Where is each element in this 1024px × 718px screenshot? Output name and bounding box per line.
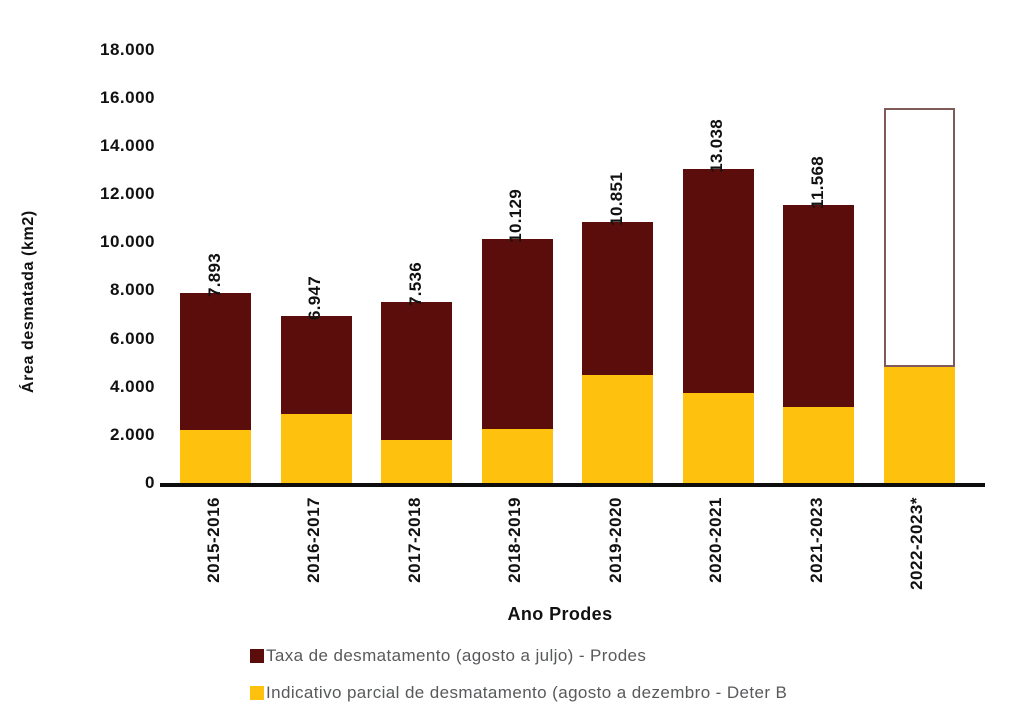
bar-value-label: 7.536 <box>405 261 425 306</box>
x-tick-label: 2018-2019 <box>505 497 524 583</box>
x-tick-label: 2020-2021 <box>706 497 725 583</box>
y-tick-label: 14.000 <box>100 136 155 156</box>
bar-segment-prodes <box>783 204 854 408</box>
legend-label-prodes: Taxa de desmatamento (agosto a juljo) - … <box>266 646 647 665</box>
bar-segment-prodes <box>280 315 352 415</box>
bar-segment-deter <box>381 439 452 483</box>
bar-value-label: 10.129 <box>506 189 525 244</box>
legend: Taxa de desmatamento (agosto a juljo) - … <box>250 646 787 718</box>
y-tick-label: 2.000 <box>109 424 155 444</box>
bar-segment-deter <box>883 367 955 483</box>
y-tick-label: 10.000 <box>100 232 155 252</box>
y-tick-label: 12.000 <box>100 184 155 204</box>
y-tick-label: 16.000 <box>100 87 155 107</box>
legend-label-deter: Indicativo parcial de desmatamento (agos… <box>266 683 788 702</box>
bar-value-label: 11.568 <box>807 155 827 209</box>
bar-segment-prodes <box>682 169 754 393</box>
legend-swatch-prodes-icon <box>250 649 264 663</box>
bar-value-label: 10.851 <box>606 172 626 226</box>
x-tick-label: 2022-2023* <box>907 497 926 590</box>
bar-value-label: 7.893 <box>204 252 224 298</box>
y-tick-label: 8.000 <box>109 280 155 300</box>
x-tick-label: 2017-2018 <box>404 497 424 583</box>
y-axis-title: Área desmatada (km2) <box>20 210 37 394</box>
legend-item-deter: Indicativo parcial de desmatamento (agos… <box>250 683 787 703</box>
y-tick-label: 18.000 <box>100 39 155 59</box>
bar-segment-deter <box>481 428 553 483</box>
bar-segment-deter <box>582 374 653 483</box>
y-tick-label: 0 <box>145 473 155 492</box>
bar-segment-prodes <box>381 301 452 440</box>
x-tick-label: 2019-2020 <box>605 497 625 583</box>
bar-segment-deter <box>783 407 854 483</box>
y-tick-label: 6.000 <box>109 328 155 348</box>
x-tick-label: 2021-2023 <box>806 497 826 583</box>
bar-segment-prodes <box>180 293 251 431</box>
bar-segment-deter <box>682 392 754 483</box>
bar-segment-prodes <box>481 239 553 429</box>
bar-value-label: 13.038 <box>707 119 726 174</box>
bar-segment-deter <box>280 414 352 483</box>
bar-outline-projection <box>883 107 955 368</box>
bar-segment-prodes <box>582 221 653 375</box>
bar-segment-deter <box>180 430 251 483</box>
legend-swatch-deter-icon <box>250 686 264 700</box>
legend-item-prodes: Taxa de desmatamento (agosto a juljo) - … <box>250 646 787 666</box>
x-axis-title: Ano Prodes <box>507 604 613 624</box>
bar-value-label: 6.947 <box>305 275 324 320</box>
x-tick-label: 2015-2016 <box>203 497 223 583</box>
x-axis-line <box>160 483 985 487</box>
x-tick-label: 2016-2017 <box>304 497 323 583</box>
y-tick-label: 4.000 <box>109 376 155 396</box>
